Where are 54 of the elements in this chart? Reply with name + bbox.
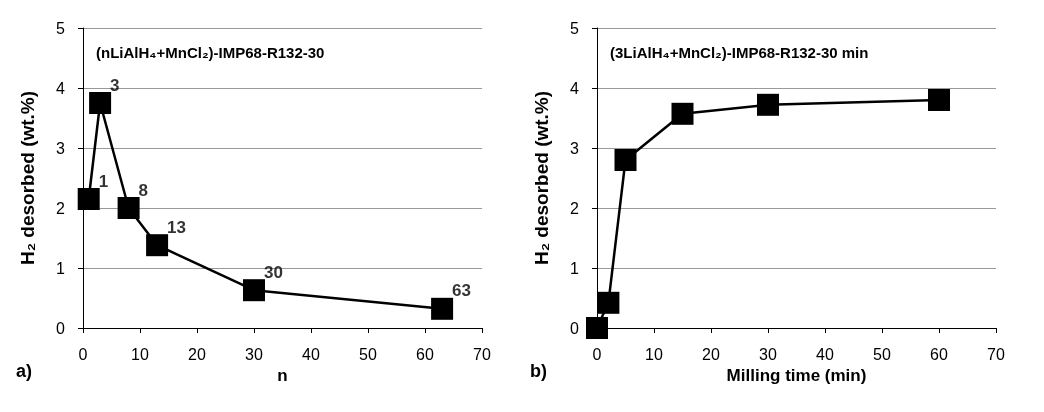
annotation: 63: [452, 281, 472, 301]
text: (nLiAlH₄+MnCl₂)-IMP68-R132-30: [96, 44, 325, 61]
x-tick-label: 70: [473, 345, 491, 363]
annotation: 8: [138, 180, 149, 200]
x-tick-label: 40: [816, 345, 834, 363]
y-tick-label: 4: [56, 79, 66, 97]
y-tick-label: 3: [570, 139, 580, 157]
x-axis-title: n: [277, 365, 288, 385]
x-tick-label: 30: [759, 345, 777, 363]
point: [77, 188, 100, 210]
y-axis-title: H₂ desorbed (wt.%): [531, 90, 552, 266]
x-tick-label: 70: [987, 345, 1005, 363]
y-tick-label: 5: [56, 19, 66, 37]
annotation: 30: [264, 262, 283, 282]
y-tick-label: 5: [570, 19, 580, 37]
point: [243, 279, 265, 302]
annotation: 13: [167, 217, 187, 237]
x-tick-label: 50: [359, 345, 377, 363]
point: [117, 197, 140, 219]
x-tick-label: 60: [416, 345, 434, 363]
point: [431, 297, 454, 320]
point: [146, 234, 169, 257]
y-tick-label: 0: [570, 319, 580, 337]
y-tick-label: 3: [56, 139, 66, 157]
x-tick-label: 20: [188, 345, 206, 363]
x-axis-title: Milling time (min): [726, 365, 867, 385]
y-axis-title: H₂ desorbed (wt.%): [17, 90, 38, 266]
x-tick-label: 40: [302, 345, 320, 363]
point: [89, 92, 112, 114]
y-tick-label: 2: [570, 199, 580, 217]
point: [614, 149, 637, 171]
point: [928, 89, 950, 111]
y-tick-label: 0: [56, 319, 66, 337]
point: [597, 291, 620, 314]
y-tick-label: 2: [56, 199, 66, 217]
y-tick-label: 4: [570, 79, 580, 97]
x-tick-label: 10: [645, 345, 663, 363]
x-tick-label: 50: [873, 345, 891, 363]
y-tick-label: 1: [56, 259, 66, 277]
x-tick-label: 10: [131, 345, 149, 363]
x-tick-label: 30: [245, 345, 263, 363]
x-tick-label: 60: [930, 345, 948, 363]
annotation: 3: [110, 75, 120, 95]
x-tick-label: 20: [702, 345, 720, 363]
point: [671, 102, 694, 125]
text: (3LiAlH₄+MnCl₂)-IMP68-R132-30 min: [610, 44, 869, 61]
annotation: 1: [98, 171, 109, 191]
text: a): [16, 361, 33, 381]
x-tick-label: 0: [592, 345, 602, 363]
point: [586, 317, 608, 339]
y-tick-label: 1: [570, 259, 580, 277]
point: [757, 93, 779, 116]
x-tick-label: 0: [78, 345, 88, 363]
text: b): [530, 361, 547, 381]
